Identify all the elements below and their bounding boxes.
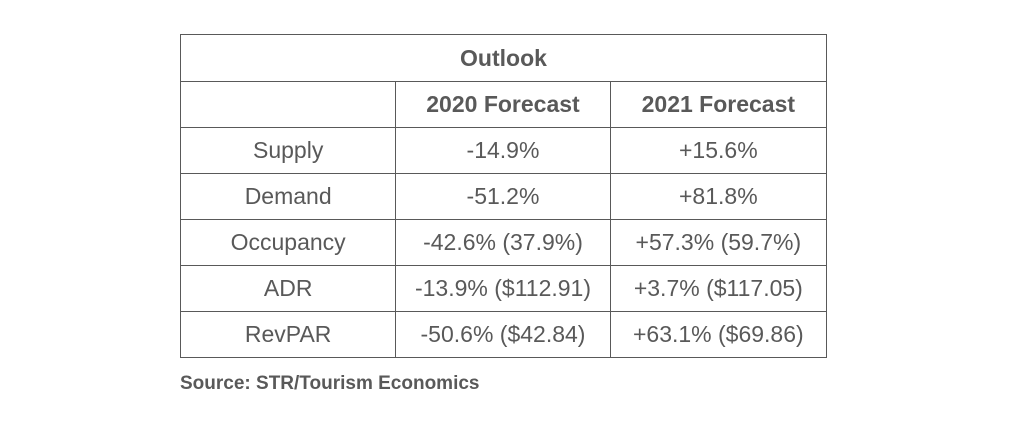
table-row: Occupancy -42.6% (37.9%) +57.3% (59.7%) [179,219,828,266]
cell-2021: +57.3% (59.7%) [609,219,828,266]
table-header-row: 2020 Forecast 2021 Forecast [179,81,828,128]
cell-2020: -14.9% [395,127,611,174]
cell-2020: -42.6% (37.9%) [395,219,611,266]
cell-2020: -50.6% ($42.84) [395,311,611,358]
table-title: Outlook [180,34,827,82]
cell-2021: +81.8% [609,173,828,220]
table-row: RevPAR -50.6% ($42.84) +63.1% ($69.86) [179,311,828,358]
header-2020-forecast: 2020 Forecast [395,81,611,128]
cell-2020: -13.9% ($112.91) [395,265,611,312]
table-row: ADR -13.9% ($112.91) +3.7% ($117.05) [179,265,828,312]
source-note: Source: STR/Tourism Economics [180,373,480,394]
row-label: Demand [179,173,397,220]
cell-2021: +3.7% ($117.05) [609,265,828,312]
row-label: Occupancy [179,219,397,266]
cell-2020: -51.2% [395,173,611,220]
cell-2021: +15.6% [609,127,828,174]
outlook-table: Outlook 2020 Forecast 2021 Forecast Supp… [179,34,828,358]
row-label: Supply [179,127,397,174]
row-label: ADR [179,265,397,312]
cell-2021: +63.1% ($69.86) [609,311,828,358]
table-row: Demand -51.2% +81.8% [179,173,828,220]
header-2021-forecast: 2021 Forecast [609,81,828,128]
header-empty-cell [179,81,397,128]
row-label: RevPAR [179,311,397,358]
table-row: Supply -14.9% +15.6% [179,127,828,174]
table-title-row: Outlook [180,34,827,82]
